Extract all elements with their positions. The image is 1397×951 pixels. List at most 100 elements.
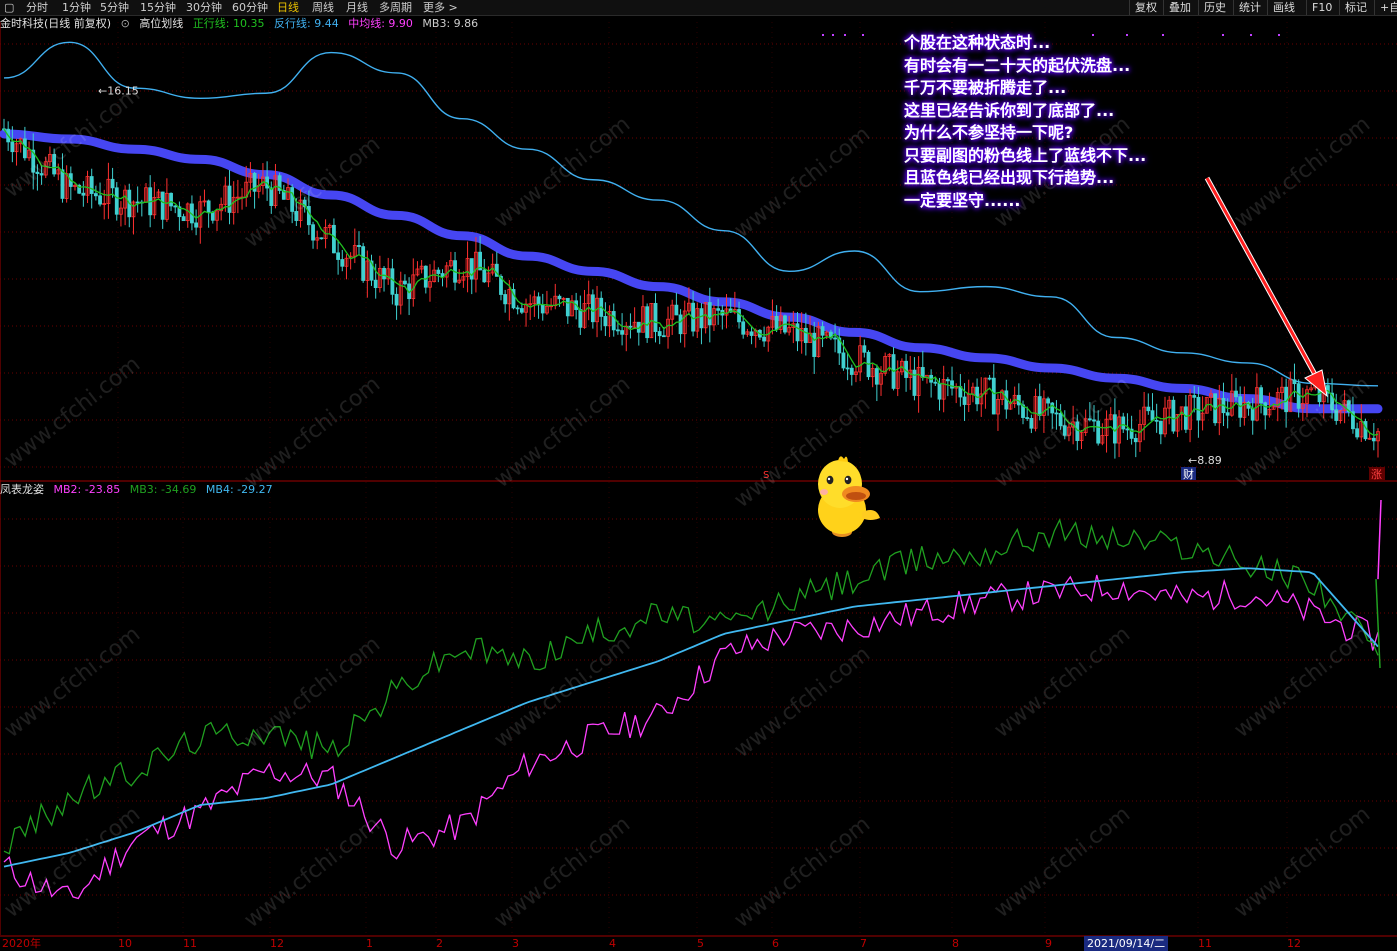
sub-indicator-name[interactable]: 凤表龙姿 xyxy=(0,483,44,496)
candle-body xyxy=(119,207,123,215)
candle-body xyxy=(14,143,19,153)
candle-body xyxy=(457,279,462,283)
candle-body xyxy=(879,372,883,385)
candle-body xyxy=(219,203,224,212)
candle-body xyxy=(478,251,482,271)
candle-body xyxy=(833,337,837,340)
note-line: 且蓝色线已经出现下行趋势... xyxy=(904,168,1115,187)
candle-body xyxy=(870,368,875,378)
candle-body xyxy=(386,268,391,280)
candle-body xyxy=(73,184,77,187)
settings-icon[interactable]: ⊙ xyxy=(120,17,130,30)
signal-dot xyxy=(1162,34,1164,36)
period-tab-3[interactable]: 15分钟 xyxy=(140,1,176,14)
candle-body xyxy=(394,293,399,306)
candle-body xyxy=(1217,397,1222,424)
candle-body xyxy=(1371,437,1376,442)
candle-body xyxy=(469,258,474,280)
candle-body xyxy=(845,367,850,370)
candle-body xyxy=(657,331,662,337)
period-tab-8[interactable]: 月线 xyxy=(346,1,368,14)
candle-body xyxy=(1100,435,1105,444)
period-tab-0[interactable]: 分时 xyxy=(26,1,48,14)
candle-body xyxy=(503,294,508,305)
candle-body xyxy=(227,185,232,213)
candle-body xyxy=(1079,432,1084,441)
candle-body xyxy=(206,200,211,213)
candle-body xyxy=(164,192,169,220)
toolbar-button-5[interactable]: F10 xyxy=(1306,0,1337,15)
candle-body xyxy=(645,306,650,339)
candle-body xyxy=(1046,398,1050,404)
toolbar-button-4[interactable]: 画线 xyxy=(1267,0,1300,15)
legend-mb4: MB4: -29.27 xyxy=(205,483,273,496)
candle-body xyxy=(315,237,320,241)
x-tick-label: 9 xyxy=(1045,937,1052,950)
candle-body xyxy=(1288,379,1293,413)
candle-body xyxy=(336,252,341,260)
candle-body xyxy=(1376,431,1380,442)
candle-body xyxy=(152,197,157,216)
candle-body xyxy=(565,297,570,317)
candle-body xyxy=(812,332,817,357)
candle-body xyxy=(461,276,466,281)
candle-body xyxy=(745,331,750,335)
candle-body xyxy=(35,171,40,174)
candle-body xyxy=(616,329,620,332)
toolbar-button-2[interactable]: 历史 xyxy=(1198,0,1231,15)
period-toolbar: 分时 1分钟 5分钟 15分钟 30分钟 60分钟 日线 周线 月线 多周期 更多 > 复权 叠加 历史统… xyxy=(0,0,1397,16)
candle-body xyxy=(678,314,683,335)
candle-body xyxy=(169,192,173,207)
candle-body xyxy=(837,337,842,354)
period-tab-5[interactable]: 60分钟 xyxy=(232,1,268,14)
period-tab-2[interactable]: 5分钟 xyxy=(100,1,129,14)
window-box-icon[interactable]: ▢ xyxy=(4,1,15,14)
toolbar-button-1[interactable]: 叠加 xyxy=(1163,0,1196,15)
candle-body xyxy=(1351,411,1355,430)
candle-body xyxy=(1280,386,1284,393)
candle-body xyxy=(311,224,315,241)
duck-sticker-icon xyxy=(818,456,880,537)
candle-body xyxy=(1121,416,1126,430)
period-tab-1[interactable]: 1分钟 xyxy=(62,1,91,14)
candle-body xyxy=(749,331,754,336)
signal-dot xyxy=(844,34,846,36)
note-line: 为什么不参坚持一下呢? xyxy=(904,123,1074,142)
candle-body xyxy=(1171,399,1176,432)
candle-body xyxy=(327,224,332,228)
toolbar-button-7[interactable]: +自 xyxy=(1374,0,1397,15)
candle-body xyxy=(603,316,608,327)
toolbar-button-6[interactable]: 标记 xyxy=(1339,0,1372,15)
candle-body xyxy=(787,327,792,333)
signal-dot xyxy=(862,34,864,36)
candle-body xyxy=(862,345,867,353)
indicator-name[interactable]: 高位划线 xyxy=(139,17,184,30)
period-tab-7[interactable]: 周线 xyxy=(312,1,334,14)
candle-body xyxy=(920,367,925,378)
legend-mb3: MB3: 9.86 xyxy=(422,17,479,30)
period-tab-10[interactable]: 更多 > xyxy=(423,1,458,14)
period-tab-6[interactable]: 日线 xyxy=(277,1,299,14)
note-line: 个股在这种状态时... xyxy=(904,33,1051,52)
candle-body xyxy=(545,305,549,314)
candle-body xyxy=(1037,396,1042,416)
candle-body xyxy=(933,381,938,384)
period-tab-9[interactable]: 多周期 xyxy=(379,1,412,14)
toolbar-button-3[interactable]: 统计 xyxy=(1233,0,1266,15)
x-tick-label: 11 xyxy=(183,937,197,950)
candle-body xyxy=(173,205,178,208)
stock-title[interactable]: 金时科技(日线 前复权) xyxy=(0,17,112,30)
toolbar-button-0[interactable]: 复权 xyxy=(1129,0,1162,15)
period-tab-4[interactable]: 30分钟 xyxy=(186,1,222,14)
candle-body xyxy=(332,224,336,254)
candle-body xyxy=(536,296,541,306)
marker-cai: 财 xyxy=(1183,467,1194,481)
candle-body xyxy=(135,201,140,204)
candle-body xyxy=(1346,400,1351,413)
candle-body xyxy=(352,245,357,257)
signal-dot xyxy=(822,34,824,36)
candle-body xyxy=(1225,412,1230,416)
annotation-note: 个股在这种状态时... 有时会有一二十天的起伏洗盘... 千万不要被折腾走了... 这… xyxy=(904,32,1146,212)
candle-body xyxy=(1367,437,1372,440)
candle-body xyxy=(858,345,863,373)
